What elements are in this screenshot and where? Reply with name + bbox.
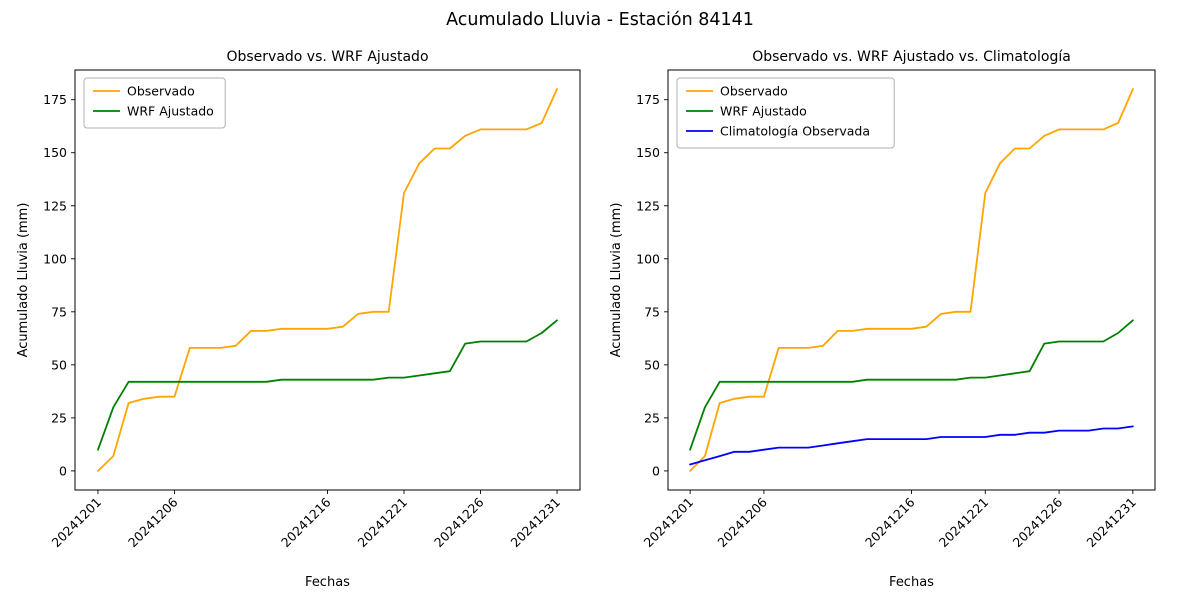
y-tick-label: 100 (43, 251, 67, 266)
series-line-climatolog-a-observada (689, 425, 1134, 466)
y-tick-label: 0 (652, 463, 660, 478)
y-tick-label: 0 (59, 463, 67, 478)
series-line-observado (689, 88, 1134, 472)
x-tick-label: 20241221 (355, 495, 411, 551)
y-tick-label: 100 (636, 251, 660, 266)
x-tick-label: 20241221 (936, 495, 992, 551)
y-tick-label: 25 (644, 410, 660, 425)
figure-title: Acumulado Lluvia - Estación 84141 (446, 10, 754, 30)
legend-label: Climatología Observada (720, 124, 870, 139)
legend-label: Observado (720, 84, 788, 99)
chart-left-canvas: 0 25 50 75 100 125 150 175 20241201 20241206 20241… (16, 49, 581, 590)
x-tick-label: 20241206 (125, 494, 181, 550)
x-tick-label: 20241226 (431, 494, 487, 550)
y-tick-label: 150 (636, 145, 660, 160)
legend-label: WRF Ajustado (720, 104, 807, 119)
chart-panel-left: 0 25 50 75 100 125 150 175 20241201 20241206 20241… (0, 45, 600, 600)
axes-spines (667, 69, 1156, 491)
y-tick-label: 50 (51, 357, 67, 372)
y-tick-label: 75 (644, 304, 660, 319)
x-tick-label: 20241206 (714, 494, 770, 550)
x-tick-label: 20241231 (1083, 495, 1139, 551)
y-axis-label: Acumulado Lluvia (mm) (609, 203, 624, 358)
series-line-wrf-ajustado (689, 319, 1134, 451)
x-axis-label: Fechas (889, 575, 934, 590)
legend-label: WRF Ajustado (127, 104, 214, 119)
y-axis-label: Acumulado Lluvia (mm) (16, 203, 31, 358)
x-tick-label: 20241216 (278, 494, 334, 550)
chart-right-canvas: 0 25 50 75 100 125 150 175 20241201 20241206 20241… (609, 49, 1156, 590)
x-axis-label: Fechas (305, 575, 350, 590)
subplot-title: Observado vs. WRF Ajustado (226, 49, 428, 65)
y-tick-label: 50 (644, 357, 660, 372)
legend-label: Observado (127, 84, 195, 99)
y-tick-label: 150 (43, 145, 67, 160)
chart-panel-right: 0 25 50 75 100 125 150 175 20241201 20241206 20241… (600, 45, 1200, 600)
y-tick-label: 75 (51, 304, 67, 319)
charts-row: 0 25 50 75 100 125 150 175 20241201 20241206 20241… (0, 45, 1200, 600)
y-tick-label: 25 (51, 410, 67, 425)
y-tick-label: 175 (43, 92, 67, 107)
y-tick-label: 125 (43, 198, 67, 213)
legend-box (676, 77, 895, 149)
series-line-wrf-ajustado (97, 319, 558, 451)
x-tick-label: 20241226 (1010, 494, 1066, 550)
x-tick-label: 20241201 (48, 495, 104, 551)
subplot-title: Observado vs. WRF Ajustado vs. Climatolo… (752, 49, 1071, 65)
y-tick-label: 125 (636, 198, 660, 213)
x-tick-label: 20241201 (641, 495, 697, 551)
series-line-observado (97, 88, 558, 472)
axes-spines (74, 69, 581, 491)
x-tick-label: 20241231 (508, 495, 564, 551)
x-tick-label: 20241216 (862, 494, 918, 550)
y-tick-label: 175 (636, 92, 660, 107)
